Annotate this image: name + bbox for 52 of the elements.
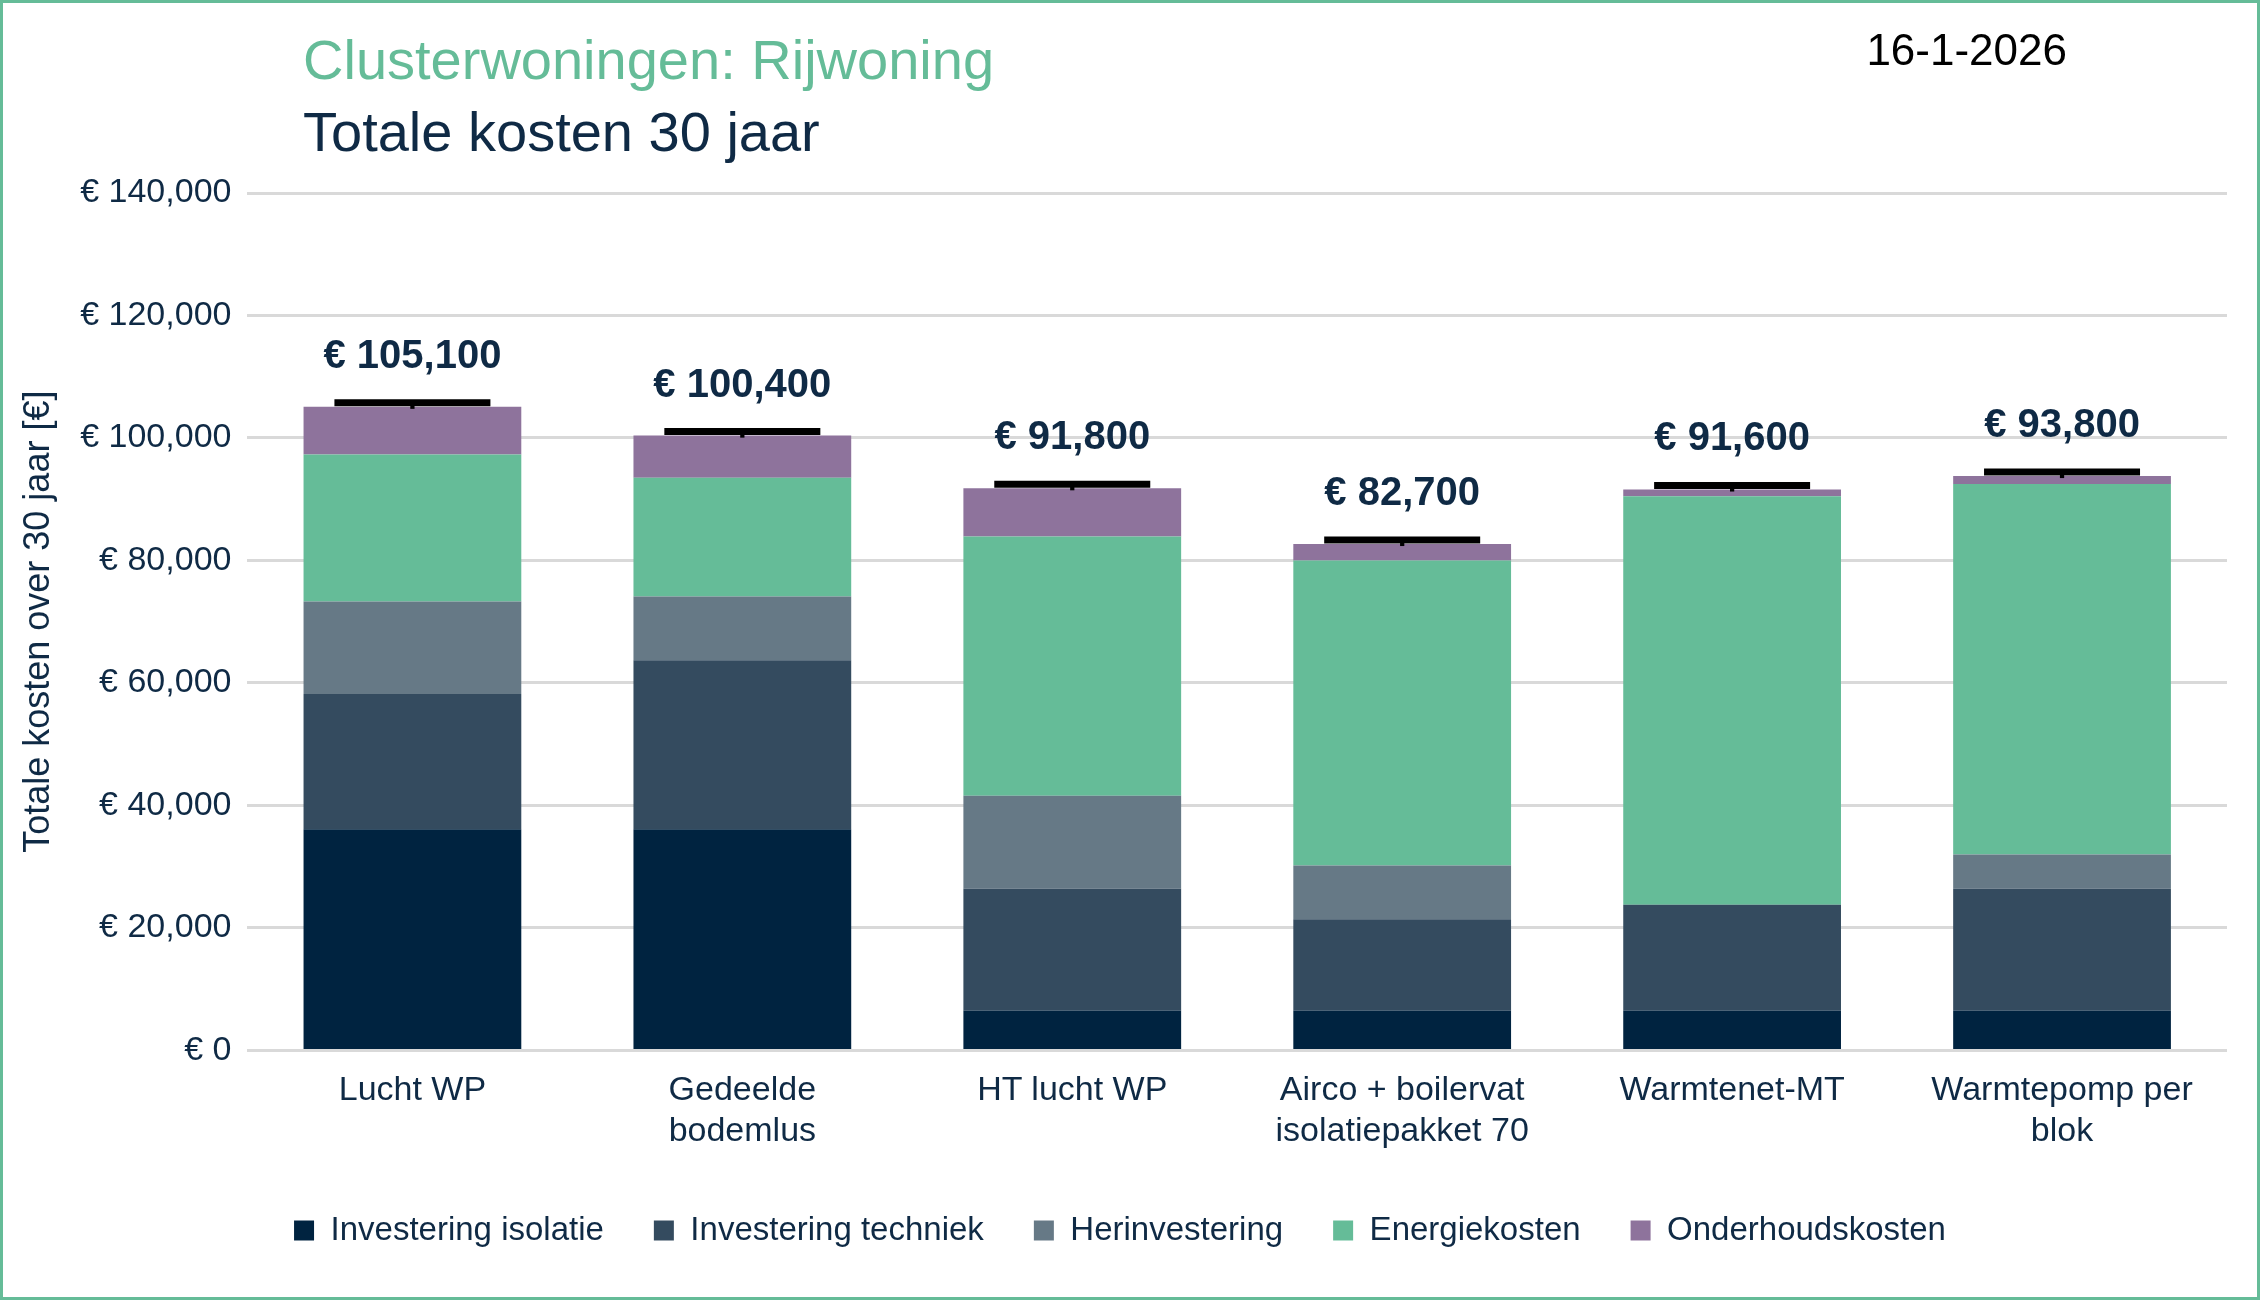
bar xyxy=(963,888,1182,1011)
bar xyxy=(633,477,852,597)
y-tick-label: € 140,000 xyxy=(80,171,232,210)
y-tick-label: € 100,000 xyxy=(80,416,232,455)
bar xyxy=(303,693,522,830)
y-tick-label: € 20,000 xyxy=(99,906,232,945)
bar xyxy=(633,596,852,661)
bar xyxy=(303,601,522,694)
bar xyxy=(1293,1010,1512,1049)
bar xyxy=(633,829,852,1049)
chart-title: Clusterwoningen: Rijwoning xyxy=(303,27,995,92)
bar xyxy=(1953,1010,2171,1049)
total-label: € 93,800 xyxy=(1984,400,2140,445)
y-tick-label: € 40,000 xyxy=(99,783,232,822)
y-tick-label: € 80,000 xyxy=(99,538,232,577)
bar xyxy=(1293,560,1512,866)
x-tick-label: Warmtepomp per blok xyxy=(1931,1069,2193,1148)
x-tick-label: Lucht WP xyxy=(338,1069,487,1108)
bar xyxy=(303,454,522,602)
bar xyxy=(963,795,1182,889)
y-tick-label: € 120,000 xyxy=(80,293,232,332)
bar xyxy=(303,829,522,1049)
bar xyxy=(1953,854,2171,889)
bar xyxy=(1623,904,1841,1011)
bar xyxy=(1953,888,2171,1011)
legend-label: Investering isolatie xyxy=(330,1209,604,1247)
x-tick-label: Warmtenet-MT xyxy=(1619,1069,1845,1108)
bar xyxy=(1623,1010,1841,1049)
legend-label: Onderhoudskosten xyxy=(1667,1209,1946,1247)
y-tick-label: € 0 xyxy=(184,1028,232,1067)
bar xyxy=(633,660,852,830)
bar xyxy=(963,536,1182,796)
bar xyxy=(1623,496,1841,905)
total-label: € 82,700 xyxy=(1324,468,1481,513)
x-tick-label: HT lucht WP xyxy=(977,1069,1168,1108)
x-tick-label: Gedeelde bodemlus xyxy=(668,1069,817,1148)
total-label: € 105,100 xyxy=(323,331,502,376)
legend-label: Herinvestering xyxy=(1070,1209,1284,1247)
bar xyxy=(1953,483,2171,855)
total-label: € 91,800 xyxy=(994,413,1151,458)
total-label: € 100,400 xyxy=(653,360,832,405)
legend-label: Energiekosten xyxy=(1369,1209,1581,1247)
y-axis-title: Totale kosten over 30 jaar [€] xyxy=(15,390,57,853)
total-label: € 91,600 xyxy=(1654,414,1810,459)
y-tick-label: € 60,000 xyxy=(99,661,232,700)
bar xyxy=(963,1010,1182,1049)
bar xyxy=(1293,919,1512,1011)
legend-label: Investering techniek xyxy=(690,1209,985,1247)
bar xyxy=(1293,865,1512,920)
chart-subtitle: Totale kosten 30 jaar xyxy=(303,99,820,164)
text: 16-1-2026 xyxy=(1866,25,2067,75)
x-tick-label: Airco + boilervat isolatiepakket 70 xyxy=(1275,1069,1529,1148)
